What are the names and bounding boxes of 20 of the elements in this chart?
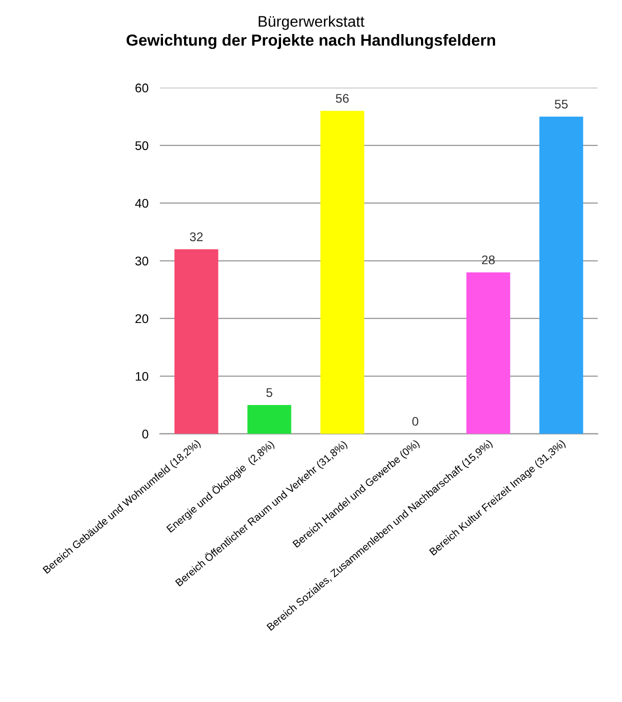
chart-title: Bürgerwerkstatt — [258, 16, 364, 30]
bar — [174, 249, 218, 434]
data-label: 0 — [412, 416, 418, 426]
y-tick-label: 40 — [135, 198, 148, 208]
data-label: 56 — [336, 94, 349, 103]
y-tick-label: 20 — [135, 314, 148, 324]
bar — [320, 110, 364, 434]
bar — [539, 116, 584, 434]
bar — [466, 272, 510, 434]
data-label: 28 — [482, 255, 495, 264]
data-label: 5 — [266, 388, 272, 397]
y-tick-label: 60 — [135, 84, 148, 92]
bar — [247, 404, 292, 434]
y-tick-label: 10 — [136, 372, 148, 381]
y-tick-label: 50 — [135, 141, 148, 150]
y-tick-label: 30 — [135, 256, 148, 266]
chart-subtitle: Gewichtung der Projekte nach Handlungsfeldern — [126, 34, 496, 50]
data-label: 32 — [190, 232, 203, 242]
y-tick-label: 0 — [142, 430, 148, 438]
data-label: 55 — [554, 100, 568, 109]
